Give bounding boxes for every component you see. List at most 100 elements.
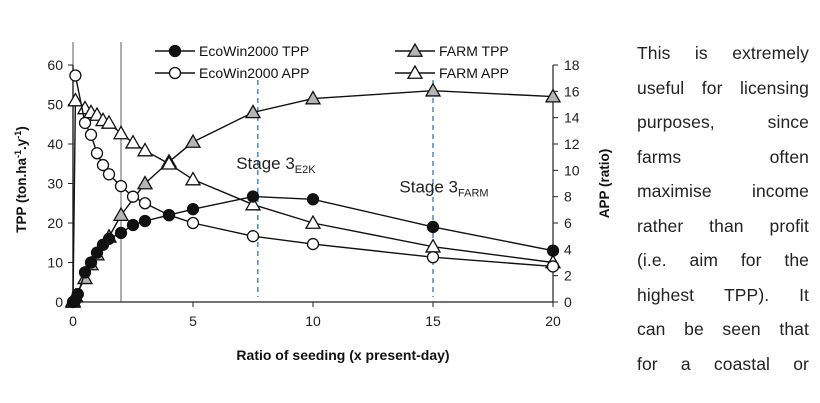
chart: 0 5 10 15 200102030405060024681012141618Rati… — [13, 42, 612, 363]
side-text-word: that — [779, 319, 809, 339]
y2-tick-label: 14 — [564, 110, 580, 126]
legend-label: EcoWin2000 TPP — [199, 43, 309, 59]
data-point — [306, 237, 320, 251]
stage-annotation: Stage 3E2K — [236, 154, 316, 176]
side-text-word: It — [799, 284, 809, 305]
legend-item: FARM APP — [395, 64, 509, 81]
legend-label: FARM APP — [439, 65, 509, 81]
y-tick-label: 0 — [55, 294, 63, 310]
side-text-word: be — [684, 319, 704, 339]
y-tick-label: 40 — [47, 136, 63, 152]
side-text-word: than — [709, 215, 744, 236]
side-text-word: for — [637, 353, 658, 374]
data-point — [244, 104, 262, 119]
x-axis-title: Ratio of seeding (x present-day) — [236, 347, 449, 363]
side-text-line: can be seen that — [637, 312, 809, 347]
x-tick-label: 20 — [545, 313, 561, 329]
y2-tick-label: 4 — [564, 241, 572, 257]
legend-item: FARM TPP — [395, 42, 509, 59]
y2-tick-label: 2 — [564, 268, 572, 284]
side-text-word: profit — [769, 215, 809, 236]
side-text-word: aim — [689, 250, 718, 270]
side-text-word: can — [637, 319, 666, 339]
data-point — [78, 116, 92, 130]
side-text-line: rather than profit — [637, 209, 809, 244]
data-point — [102, 232, 116, 245]
data-point — [304, 90, 322, 105]
data-point — [126, 218, 140, 232]
side-text-word: highest — [637, 284, 695, 305]
data-point — [90, 147, 104, 160]
x-tick-label: 0 — [69, 313, 77, 329]
data-point — [124, 134, 142, 149]
data-point — [546, 260, 560, 273]
data-point — [67, 92, 84, 107]
side-text-line: useful for licensing — [637, 71, 809, 106]
side-text-word: rather — [637, 215, 684, 236]
data-point — [136, 142, 154, 157]
data-point — [162, 208, 176, 222]
y2-tick-label: 10 — [564, 162, 580, 178]
side-text-word: the — [784, 250, 809, 270]
side-text-line: for a coastal or — [637, 347, 809, 382]
data-point — [138, 214, 152, 228]
x-tick-label: 15 — [425, 313, 441, 329]
series-ecowin2000-tpp — [66, 190, 560, 309]
data-point — [244, 196, 262, 211]
side-text-line: maximise income — [637, 174, 809, 209]
data-point — [136, 175, 154, 190]
side-text-word: This — [637, 43, 671, 63]
data-point — [546, 244, 560, 257]
y-tick-label: 50 — [47, 97, 63, 113]
data-point — [112, 206, 130, 222]
data-point — [424, 82, 442, 97]
side-text-word: semi-enclosed — [637, 381, 751, 388]
y-axis-title: TPP (ton.ha-1.y-1) — [13, 126, 29, 233]
stage-annotation: Stage 3FARM — [399, 177, 488, 199]
side-text-word: coastal — [713, 353, 771, 374]
side-text-word: is — [694, 43, 708, 63]
y2-tick-label: 0 — [564, 294, 572, 310]
data-point — [184, 171, 202, 186]
side-text-word: seen — [722, 319, 761, 339]
legend-item: EcoWin2000 TPP — [155, 43, 309, 59]
data-point — [84, 128, 98, 141]
x-tick-label: 5 — [189, 313, 197, 329]
legend-marker — [406, 42, 424, 57]
annotations: Stage 3E2K Stage 3FARM — [236, 154, 488, 200]
data-point — [112, 125, 130, 140]
y-tick-label: 60 — [47, 57, 63, 73]
data-point — [306, 193, 320, 206]
data-point — [126, 190, 140, 203]
side-text-word: income — [751, 181, 809, 201]
side-text-word: since — [767, 112, 809, 132]
data-point — [138, 197, 152, 210]
side-text-word: or — [793, 353, 809, 374]
side-text-line: highest TPP). It — [637, 278, 809, 313]
side-text-word: farms — [637, 146, 682, 167]
data-point — [246, 230, 260, 243]
data-point — [184, 133, 202, 148]
legend: EcoWin2000 TPP EcoWin2000 APP FARM TPP FARM… — [155, 42, 509, 81]
legend-marker — [168, 66, 182, 80]
side-paragraph: This is extremely useful for licensing purpose… — [637, 36, 809, 388]
data-point — [186, 216, 200, 230]
side-text-line: This is extremely — [637, 36, 809, 71]
y2-axis-title: APP (ratio) — [597, 149, 612, 219]
y2-tick-label: 8 — [564, 189, 572, 205]
y2-tick-label: 18 — [564, 57, 580, 73]
side-text-word: a — [680, 353, 691, 374]
side-text-line: purposes, since — [637, 105, 809, 140]
data-point — [96, 158, 110, 172]
legend-marker — [406, 64, 424, 79]
legend-item: EcoWin2000 APP — [155, 65, 310, 81]
data-point — [78, 266, 92, 279]
data-point — [304, 214, 322, 229]
side-text-word: (i.e. — [637, 250, 667, 270]
series-layer — [64, 69, 562, 309]
y-tick-label: 30 — [47, 176, 63, 192]
data-point — [69, 69, 82, 82]
side-text-word: for — [740, 250, 762, 270]
side-text-word: often — [769, 146, 809, 167]
x-tick-label: 10 — [305, 313, 321, 329]
